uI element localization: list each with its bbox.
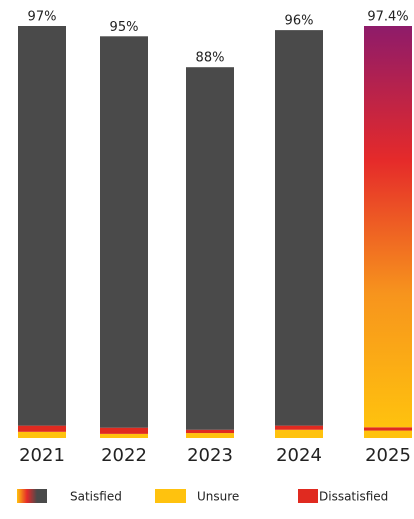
legend-swatch [17, 489, 47, 503]
bar-segment [186, 433, 234, 438]
bar-segment [364, 26, 412, 428]
value-label: 97.4% [367, 10, 408, 25]
x-tick-label: 2024 [276, 445, 322, 466]
x-tick-label: 2022 [101, 445, 147, 466]
bar-segment [364, 430, 412, 438]
bar-segment [186, 67, 234, 430]
legend-label: Satisfied [70, 490, 122, 504]
bar-segment [186, 429, 234, 434]
legend-swatch [155, 489, 186, 503]
legend-label: Unsure [197, 490, 239, 504]
legend-label: Dissatisfied [319, 490, 388, 504]
x-tick-label: 2023 [187, 445, 233, 466]
bar-segment [18, 425, 66, 432]
bar-segment [100, 433, 148, 438]
bar-segment [18, 431, 66, 438]
value-label: 95% [110, 20, 139, 35]
bar-segment [18, 26, 66, 426]
bar-segment [100, 36, 148, 428]
x-tick-label: 2021 [19, 445, 65, 466]
bar-segment [100, 427, 148, 434]
bar-segment [275, 425, 323, 430]
bar-segment [364, 427, 412, 431]
value-label: 97% [28, 10, 57, 25]
bar-segment [275, 30, 323, 426]
value-label: 96% [285, 14, 314, 29]
bar-segment [275, 429, 323, 438]
value-label: 88% [196, 51, 225, 66]
x-tick-label: 2025 [365, 445, 411, 466]
legend-swatch [298, 489, 318, 503]
